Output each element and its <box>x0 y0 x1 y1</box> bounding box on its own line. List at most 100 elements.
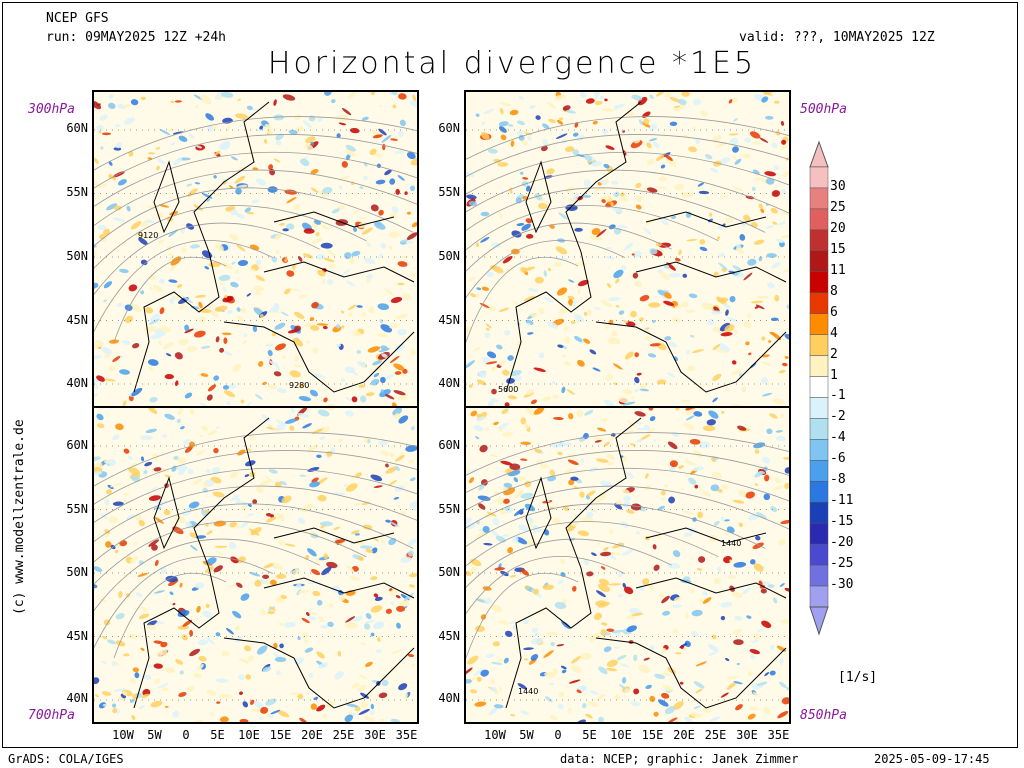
colorbar-label: -30 <box>830 577 854 593</box>
left-bot-lat-60N: 60N <box>66 438 88 452</box>
colorbar-unit: [1/s] <box>838 670 878 685</box>
left-bot-lat-50N: 50N <box>66 565 88 579</box>
run-time: run: 09MAY2025 12Z +24h <box>46 30 227 45</box>
outer-frame <box>2 2 1018 748</box>
right-lon-25E: 25E <box>704 728 727 742</box>
right-bot-lat-60N: 60N <box>438 438 460 452</box>
colorbar-label: -6 <box>830 451 846 467</box>
colorbar-bottom-arrow <box>809 606 829 636</box>
right-lon-5E: 5E <box>582 728 597 742</box>
colorbar-swatch-8 <box>809 334 829 356</box>
level-label-700: 700hPa <box>28 708 75 723</box>
divergence-field-p850: 1440 1440 <box>466 408 789 722</box>
colorbar-swatch-18 <box>809 543 829 566</box>
right-bot-lat-40N: 40N <box>438 691 460 705</box>
map-title: Horizontal divergence *1E5 <box>267 46 757 81</box>
panel-700hpa <box>92 406 419 724</box>
left-top-lat-55N: 55N <box>66 185 88 199</box>
right-top-lat-60N: 60N <box>438 121 460 135</box>
colorbar-label: -20 <box>830 535 854 551</box>
colorbar-swatch-17 <box>809 522 829 545</box>
colorbar-label: -8 <box>830 472 846 488</box>
colorbar-swatch-5 <box>809 271 829 293</box>
panel-300hpa: 9120 9280 <box>92 90 419 408</box>
right-top-lat-55N: 55N <box>438 185 460 199</box>
colorbar-label: -15 <box>830 514 854 530</box>
colorbar-swatch-4 <box>809 250 829 273</box>
colorbar-swatch-15 <box>809 481 829 503</box>
level-label-500: 500hPa <box>800 102 847 117</box>
valid-time: valid: ???, 10MAY2025 12Z <box>739 30 935 45</box>
right-lon-0: 0 <box>554 728 562 742</box>
colorbar-swatch-13 <box>809 439 829 461</box>
colorbar-swatch-9 <box>809 355 829 377</box>
colorbar-top-arrow <box>809 140 829 168</box>
left-lon-10E: 10E <box>238 728 260 742</box>
left-lon-5E: 5E <box>210 728 225 742</box>
colorbar-label: 8 <box>830 283 838 299</box>
left-lon-30E: 30E <box>364 728 386 742</box>
left-top-lat-45N: 45N <box>66 313 88 327</box>
right-top-lat-50N: 50N <box>438 249 460 263</box>
left-lon-25E: 25E <box>332 728 355 742</box>
colorbar-swatch-6 <box>809 292 829 314</box>
left-bot-lat-55N: 55N <box>66 502 88 516</box>
data-credit: data: NCEP; graphic: Janek Zimmer <box>560 752 799 766</box>
grads-credit: GrADS: COLA/IGES <box>8 752 124 766</box>
colorbar-label: -11 <box>830 493 854 509</box>
colorbar-swatch-7 <box>809 313 829 335</box>
colorbar-label: 4 <box>830 325 838 341</box>
right-lon-35E: 35E <box>767 728 790 742</box>
left-lon-10W: 10W <box>112 728 134 742</box>
coastline <box>133 417 415 709</box>
level-label-300: 300hPa <box>28 102 75 117</box>
right-lon-30E: 30E <box>736 728 758 742</box>
left-top-lat-60N: 60N <box>66 121 88 135</box>
right-lon-5W: 5W <box>519 728 534 742</box>
colorbar-label: -2 <box>830 409 846 425</box>
right-top-lat-45N: 45N <box>438 313 460 327</box>
colorbar-label: 30 <box>830 178 846 194</box>
right-lon-10E: 10E <box>610 728 632 742</box>
colorbar-swatch-1 <box>809 187 829 210</box>
colorbar-label: 25 <box>830 199 846 215</box>
colorbar-label: 11 <box>830 262 846 278</box>
right-lon-15E: 15E <box>641 728 664 742</box>
left-lon-15E: 15E <box>269 728 292 742</box>
colorbar-swatch-14 <box>809 460 829 482</box>
colorbar-label: 2 <box>830 346 838 362</box>
left-bot-lat-45N: 45N <box>66 629 88 643</box>
colorbar-label: 1 <box>830 367 838 383</box>
coastline <box>133 101 415 393</box>
colorbar-label: -1 <box>830 388 846 404</box>
colorbar <box>809 140 829 636</box>
contour-label: 1440 <box>721 539 741 548</box>
right-bot-lat-45N: 45N <box>438 629 460 643</box>
colorbar-swatch-3 <box>809 229 829 252</box>
right-lon-10W: 10W <box>484 728 506 742</box>
model-name: NCEP GFS <box>46 11 109 26</box>
colorbar-swatch-19 <box>809 564 829 587</box>
colorbar-swatch-11 <box>809 397 829 419</box>
colorbar-label: 20 <box>830 220 846 236</box>
panel-850hpa: 1440 1440 <box>464 406 791 724</box>
right-bot-lat-50N: 50N <box>438 565 460 579</box>
right-bot-lat-55N: 55N <box>438 502 460 516</box>
contour-label: 9120 <box>138 231 158 240</box>
colorbar-label: 6 <box>830 304 838 320</box>
website-credit: (c) www.modellzentrale.de <box>12 419 27 615</box>
colorbar-swatch-12 <box>809 418 829 440</box>
divergence-field-p300: 9120 9280 <box>94 92 417 406</box>
contour-label: 1440 <box>518 687 538 696</box>
colorbar-label: 15 <box>830 241 846 257</box>
contour-label: 5600 <box>498 385 518 394</box>
colorbar-swatch-10 <box>809 376 829 398</box>
divergence-field-p700 <box>94 408 417 722</box>
colorbar-label: -25 <box>830 556 854 572</box>
left-lon-35E: 35E <box>395 728 418 742</box>
left-lon-5W: 5W <box>147 728 162 742</box>
colorbar-swatch-0 <box>809 166 829 189</box>
coastline <box>505 101 787 393</box>
colorbar-swatch-16 <box>809 501 829 524</box>
